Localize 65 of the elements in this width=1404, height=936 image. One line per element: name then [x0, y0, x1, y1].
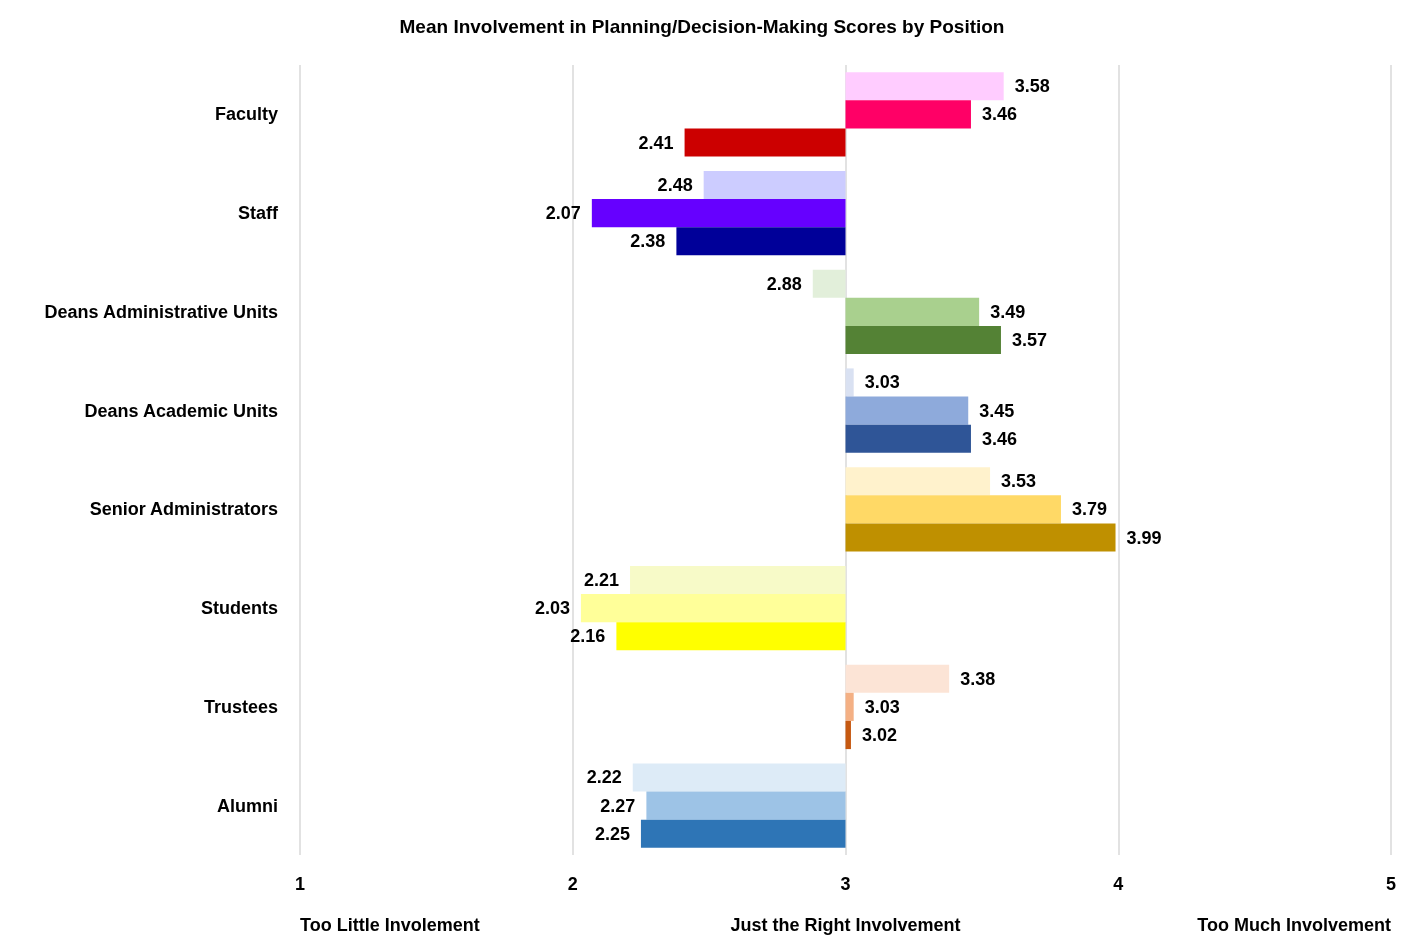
data-label: 3.99	[1126, 527, 1162, 548]
bar	[845, 720, 851, 750]
bar	[703, 170, 846, 200]
data-label: 2.48	[657, 174, 693, 195]
x-tick-label: 3	[840, 874, 851, 894]
data-label: 3.03	[864, 696, 900, 717]
bar	[646, 791, 846, 820]
bar	[845, 368, 854, 397]
data-label: 3.49	[990, 301, 1026, 322]
text: Too Little Involement	[300, 915, 480, 935]
bar	[616, 622, 846, 651]
data-label: 3.02	[861, 725, 897, 746]
bar	[845, 297, 980, 326]
bar	[845, 523, 1116, 552]
x-tick-label: 5	[1385, 874, 1397, 894]
text: Just the Right Involvement	[730, 915, 961, 935]
y-tick-label: Staff	[238, 203, 279, 224]
bar	[676, 227, 846, 256]
bar	[845, 495, 1061, 524]
bar	[632, 763, 846, 792]
data-label: 3.58	[1014, 76, 1050, 97]
bar	[845, 72, 1004, 101]
data-label: 2.88	[766, 273, 802, 294]
data-label: 2.27	[600, 795, 636, 816]
y-tick-label: Senior Administrators	[89, 499, 278, 520]
x-tick-label: 1	[294, 874, 306, 894]
y-tick-label: Trustees	[203, 696, 278, 717]
data-label: 2.16	[570, 626, 606, 647]
y-tick-label: Faculty	[214, 104, 278, 125]
y-tick-label: Students	[200, 598, 278, 619]
y-tick-label: Deans Academic Units	[84, 400, 278, 421]
text: Too Much Involvement	[1197, 915, 1391, 935]
data-label: 3.45	[979, 400, 1015, 421]
bar	[845, 467, 991, 496]
bar	[845, 100, 971, 129]
data-label: 2.07	[545, 203, 581, 224]
bar	[684, 128, 846, 157]
data-label: 2.21	[583, 569, 620, 590]
data-label: 3.38	[960, 668, 996, 689]
data-label: 2.22	[586, 767, 622, 788]
bar	[845, 325, 1001, 355]
bar	[812, 269, 846, 298]
chart-title: Mean Involvement in Planning/Decision-Making Scores by Position	[399, 16, 1005, 37]
bar	[845, 424, 971, 453]
bar	[845, 396, 969, 425]
y-tick-label: Deans Administrative Units	[44, 301, 278, 322]
data-label: 2.25	[594, 823, 630, 844]
bar	[591, 199, 846, 228]
bar	[640, 819, 846, 848]
bar	[630, 565, 846, 595]
data-label: 3.46	[981, 104, 1018, 125]
data-label: 3.46	[981, 428, 1018, 449]
bar	[580, 594, 846, 623]
data-label: 2.41	[638, 132, 674, 153]
data-label: 2.38	[630, 231, 666, 252]
bar	[845, 692, 854, 721]
data-label: 3.53	[1001, 471, 1037, 492]
data-label: 3.57	[1011, 330, 1048, 351]
y-tick-label: Alumni	[217, 795, 278, 816]
data-label: 3.03	[864, 372, 900, 393]
x-tick-label: 4	[1113, 874, 1124, 894]
data-label: 3.79	[1071, 499, 1108, 520]
x-tick-label: 2	[567, 874, 578, 894]
data-label: 2.03	[534, 598, 570, 619]
bar	[845, 664, 950, 693]
